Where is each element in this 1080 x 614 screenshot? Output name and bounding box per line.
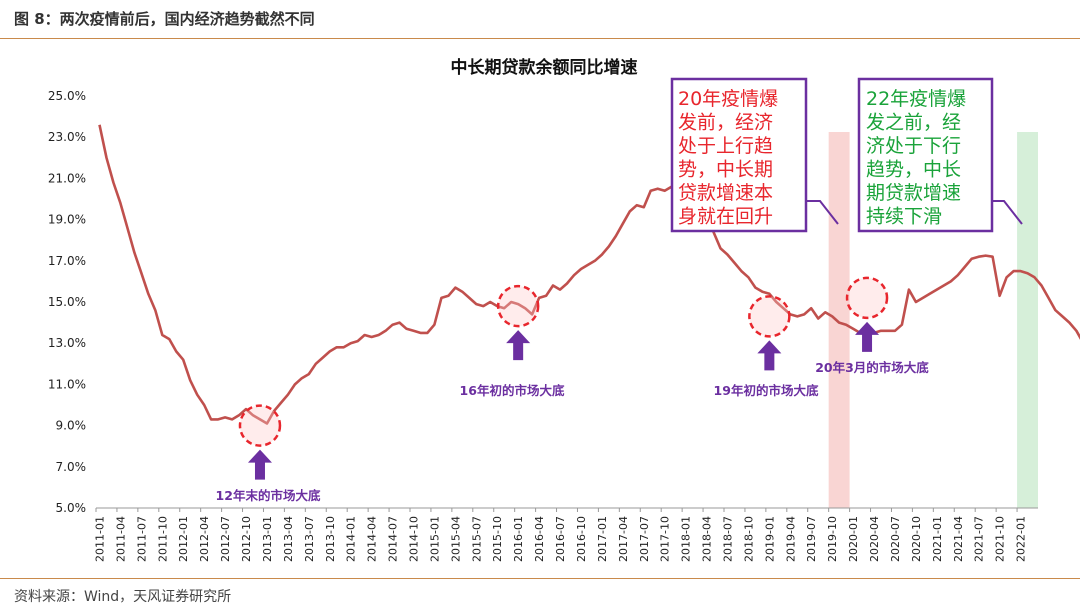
callout-arrow [855,321,880,352]
callout-circle [238,404,282,447]
x-tick-label: 2014-04 [366,516,379,562]
callout-circle [748,295,791,338]
y-tick-label: 13.0% [48,336,86,350]
x-tick-label: 2021-04 [952,516,965,562]
callout-arrow [506,330,531,361]
x-tick-label: 2011-04 [114,516,127,562]
y-tick-label: 15.0% [48,295,86,309]
text-box-line: 持续下滑 [866,206,942,228]
x-tick-label: 2018-04 [701,516,714,562]
x-tick-label: 2016-10 [575,516,588,562]
y-tick-label: 17.0% [48,254,86,268]
text-box-1 [670,77,808,233]
text-box-line: 济处于下行 [866,135,961,157]
x-tick-label: 2016-04 [533,516,546,562]
y-tick-label: 5.0% [56,501,87,515]
callout-label: 20年3月的市场大底 [815,360,929,375]
shaded-band-1 [828,132,850,508]
text-box-line: 发前，经济 [678,112,773,134]
x-tick-label: 2011-01 [93,516,106,562]
x-tick-label: 2015-10 [491,516,504,562]
x-tick-label: 2020-10 [910,516,923,562]
series-line-1 [98,124,1080,425]
text-box-line: 20年疫情爆 [678,88,778,110]
x-tick-label: 2012-01 [177,516,190,562]
x-tick-label: 2018-07 [721,516,734,562]
x-tick-label: 2013-01 [261,516,274,562]
x-tick-label: 2019-10 [826,516,839,562]
text-box-line: 22年疫情爆 [866,88,966,110]
y-tick-label: 19.0% [48,213,86,227]
x-tick-label: 2019-01 [763,516,776,562]
x-tick-label: 2012-10 [240,516,253,562]
y-tick-label: 9.0% [56,419,87,433]
shaded-band-2 [1017,132,1038,508]
x-tick-label: 2018-10 [742,516,755,562]
x-tick-label: 2015-04 [449,516,462,562]
x-tick-label: 2019-04 [784,516,797,562]
callouts-layer: 12年末的市场大底 16年初的市场大底 19年初的市场大底 20年3月的市场大底 [216,276,929,503]
x-axis: 2011-01 2011-04 2011-07 2011-10 2012-01 2012-… [93,507,1038,562]
figure-label: 图 8：两次疫情前后，国内经济趋势截然不同 [14,10,315,28]
y-tick-label: 11.0% [48,377,86,391]
series-layer [98,124,1080,425]
text-box-line: 处于上行趋 [678,135,773,157]
callout-label: 16年初的市场大底 [460,383,565,398]
callout-label: 12年末的市场大底 [216,488,321,503]
text-box-line: 势，中长期 [678,159,773,181]
x-tick-label: 2017-04 [617,516,630,562]
x-tick-label: 2016-07 [554,516,567,562]
source-note: 资料来源：Wind，天风证券研究所 [14,589,232,605]
callout-arrow [757,340,782,371]
shaded-bands [828,132,1038,508]
y-tick-label: 21.0% [48,171,86,185]
callout-arrow [247,449,272,480]
x-tick-label: 2012-07 [219,516,232,562]
x-tick-label: 2020-01 [847,516,860,562]
footer-rule [0,578,1080,579]
x-tick-label: 2014-10 [407,516,420,562]
header-rule [0,38,1080,39]
text-box-line: 期贷款增速 [866,182,961,204]
x-tick-label: 2020-04 [868,516,881,562]
x-tick-label: 2012-04 [198,516,211,562]
x-tick-label: 2013-10 [324,516,337,562]
x-tick-label: 2020-07 [889,516,902,562]
callout-circle [845,276,889,320]
x-tick-label: 2015-01 [428,516,441,562]
x-tick-label: 2021-07 [973,516,986,562]
text-box-2 [857,77,994,233]
x-tick-label: 2022-01 [1015,516,1028,562]
chart-title: 中长期贷款余额同比增速 [451,57,638,78]
x-tick-label: 2017-01 [596,516,609,562]
x-tick-label: 2015-07 [470,516,483,562]
x-tick-label: 2014-01 [345,516,358,562]
y-tick-label: 25.0% [48,89,86,103]
text-box-line: 贷款增速本 [678,182,773,204]
text-box-line: 发之前，经 [866,112,961,134]
x-tick-label: 2011-07 [135,516,148,562]
x-tick-label: 2011-10 [156,516,169,562]
x-tick-label: 2019-07 [805,516,818,562]
text-box-line: 身就在回升 [678,206,773,228]
text-box-line: 趋势，中长 [866,159,961,181]
callout-label: 19年初的市场大底 [714,383,819,398]
x-tick-label: 2014-07 [387,516,400,562]
text-box-pointer [806,200,839,225]
x-tick-label: 2013-07 [303,516,316,562]
callout-circle [496,284,540,328]
y-tick-label: 23.0% [48,130,86,144]
x-tick-label: 2013-04 [282,516,295,562]
y-tick-label: 7.0% [56,460,87,474]
x-tick-label: 2016-01 [512,516,525,562]
loan-growth-chart: 5.0% 7.0% 9.0% 11.0% 13.0% 15.0% 17.0% 19.0% 21.… [48,57,1080,562]
x-tick-label: 2018-01 [680,516,693,562]
x-tick-label: 2017-07 [638,516,651,562]
x-tick-label: 2017-10 [659,516,672,562]
x-tick-label: 2021-10 [994,516,1007,562]
x-tick-label: 2021-01 [931,516,944,562]
text-box-pointer [992,200,1023,225]
y-axis: 5.0% 7.0% 9.0% 11.0% 13.0% 15.0% 17.0% 19.0% 21.… [48,89,86,515]
